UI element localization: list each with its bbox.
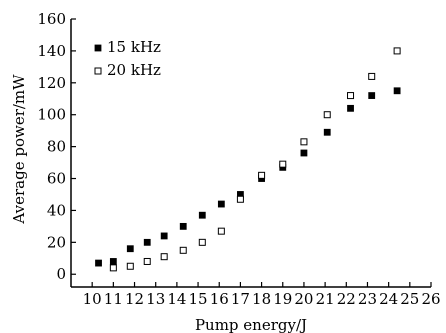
- x-tick-label: 12: [125, 290, 144, 308]
- data-point-20khz: [179, 246, 187, 254]
- x-tick-label: 24: [379, 290, 398, 308]
- data-point-15khz: [393, 87, 401, 95]
- x-tick-label: 16: [210, 290, 229, 308]
- x-tick-label: 17: [231, 290, 250, 308]
- axes-group: 10 11 12 13 14 15 16 17 18 19 20 21 22 23 24 25 26020406…: [37, 10, 440, 308]
- x-tick-label: 19: [273, 290, 292, 308]
- y-tick-label: 160: [37, 10, 66, 28]
- y-tick-label: 40: [47, 201, 66, 219]
- y-tick-label: 20: [47, 233, 66, 251]
- x-axis-title: Pump energy/J: [195, 316, 307, 333]
- y-tick-label: 120: [37, 74, 66, 92]
- data-point-15khz: [217, 200, 225, 208]
- y-tick-label: 0: [56, 265, 66, 283]
- data-point-15khz: [95, 259, 102, 267]
- x-tick-label: 25: [400, 290, 419, 308]
- x-tick-label: 10: [83, 290, 102, 308]
- y-axis-title: Average power/mW: [10, 74, 28, 225]
- data-point-20khz: [279, 160, 287, 168]
- x-tick-label: 11: [104, 290, 123, 308]
- data-point-20khz: [143, 257, 151, 265]
- data-point-15khz: [198, 211, 206, 219]
- data-point-20khz: [258, 171, 266, 179]
- data-point-20khz: [126, 262, 134, 270]
- data-point-15khz: [323, 128, 331, 136]
- legend-label: 20 kHz: [107, 61, 161, 79]
- y-tick-label: 140: [37, 42, 66, 60]
- data-point-20khz: [160, 253, 168, 261]
- x-tick-label: 23: [358, 290, 377, 308]
- data-points-group: [95, 47, 401, 272]
- data-point-20khz: [300, 138, 308, 146]
- x-tick-label: 26: [421, 290, 440, 308]
- x-tick-label: 20: [294, 290, 313, 308]
- legend-label: 15 kHz: [107, 38, 161, 56]
- data-point-20khz: [109, 264, 117, 272]
- data-point-20khz: [323, 111, 331, 119]
- legend-marker: [94, 67, 102, 75]
- data-point-15khz: [160, 232, 168, 240]
- y-tick-label: 100: [37, 106, 66, 124]
- x-tick-label: 22: [337, 290, 356, 308]
- data-point-15khz: [143, 238, 151, 246]
- data-point-20khz: [393, 47, 401, 55]
- data-point-20khz: [198, 238, 206, 246]
- x-tick-label: 13: [146, 290, 165, 308]
- x-tick-label: 18: [252, 290, 271, 308]
- data-point-15khz: [368, 92, 376, 99]
- y-tick-label: 80: [47, 138, 66, 156]
- data-point-15khz: [300, 149, 308, 157]
- x-tick-label: 15: [189, 290, 208, 308]
- data-point-20khz: [236, 195, 244, 203]
- data-point-15khz: [109, 258, 117, 265]
- legend-marker: [94, 44, 102, 52]
- data-point-20khz: [217, 227, 225, 235]
- data-point-15khz: [126, 245, 134, 253]
- legend: 15 kHz 20 kHz: [94, 38, 161, 79]
- data-point-15khz: [347, 104, 354, 112]
- data-point-20khz: [368, 72, 376, 80]
- data-point-20khz: [347, 92, 355, 100]
- data-point-15khz: [179, 222, 187, 230]
- y-tick-label: 60: [47, 170, 66, 188]
- x-tick-label: 21: [316, 290, 335, 308]
- x-tick-label: 14: [167, 290, 186, 308]
